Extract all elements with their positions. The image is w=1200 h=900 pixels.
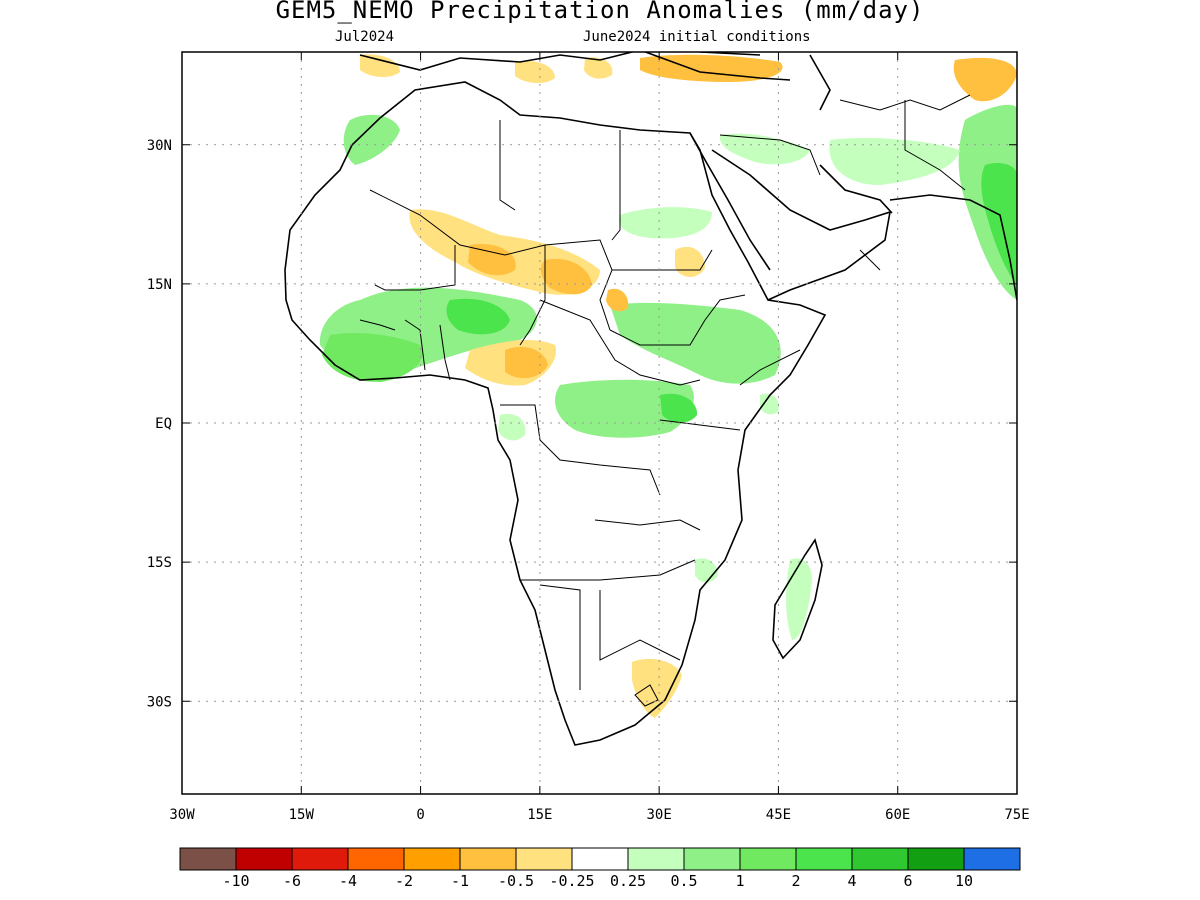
colorbar-label: -0.5 (498, 872, 534, 890)
x-tick-label: 30W (169, 807, 195, 823)
latitude-axis: 30N 15N EQ 15S 30S (147, 138, 1017, 710)
graticule (182, 52, 1017, 794)
guinea-coast-wet (446, 298, 510, 335)
iran-wet (829, 138, 960, 185)
colorbar-swatch (235, 847, 293, 871)
mediterranean-dry (640, 54, 783, 82)
colorbar-swatch (515, 847, 573, 871)
colorbar-swatch (851, 847, 909, 871)
persian-gulf-coast (819, 164, 893, 214)
y-tick-label: EQ (155, 416, 172, 432)
colorbar-swatch (403, 847, 461, 871)
country-border-layer (359, 94, 971, 707)
east-africa-wet (760, 393, 779, 415)
coastline-layer (284, 52, 1017, 746)
congo-basin-wet (660, 393, 698, 423)
colorbar-swatch (963, 847, 1021, 871)
mozambique-wet (695, 558, 718, 583)
colorbar-label: -4 (339, 872, 357, 890)
colorbar-label: -1 (451, 872, 469, 890)
colorbar-label: 0.5 (670, 872, 697, 890)
colorbar-label: 0.25 (610, 872, 646, 890)
x-tick-label: 45E (766, 807, 791, 823)
south-africa-dry (632, 658, 682, 718)
sahara-dry (540, 258, 592, 295)
madagascar-coastline (772, 538, 823, 660)
sahara-dry (468, 244, 516, 276)
x-tick-label: 0 (416, 807, 424, 823)
x-tick-label: 15W (289, 807, 315, 823)
colorbar-swatch (291, 847, 349, 871)
colorbar-swatch (179, 847, 237, 871)
chart-title: GEM5_NEMO Precipitation Anomalies (mm/da… (275, 0, 925, 24)
colorbar-label: 10 (955, 872, 973, 890)
iran-coast (889, 194, 1017, 301)
mediterranean-dry (515, 60, 555, 84)
colorbar-label: -2 (395, 872, 413, 890)
y-tick-label: 30N (147, 138, 172, 154)
forecast-month: Jul2024 (335, 29, 395, 45)
colorbar-swatch (795, 847, 853, 871)
anomaly-field-layer (319, 54, 1017, 718)
north-africa-wet (343, 114, 400, 165)
mediterranean-north (359, 52, 791, 81)
colorbar-swatch (347, 847, 405, 871)
sudan-ethiopia-wet (619, 207, 712, 239)
y-tick-label: 15N (147, 277, 172, 293)
colorbar-swatch (571, 847, 629, 871)
colorbar-swatch (627, 847, 685, 871)
red-sea-coast (689, 132, 771, 271)
congo-basin-wet (498, 413, 526, 441)
longitude-axis: 30W 15W 0 15E 30E 45E 60E 75E (169, 52, 1030, 823)
x-tick-label: 60E (885, 807, 910, 823)
sudan-ethiopia-dry (606, 288, 629, 312)
colorbar-label: 4 (847, 872, 856, 890)
sudan-ethiopia-dry (675, 246, 705, 277)
y-tick-label: 15S (147, 555, 172, 571)
colorbar-label: -10 (222, 872, 249, 890)
colorbar-swatch (683, 847, 741, 871)
colorbar-swatch (907, 847, 965, 871)
colorbar-swatch (459, 847, 517, 871)
middle-east-dry (953, 57, 1017, 102)
arabia-wet (719, 133, 810, 165)
congo-basin-wet (555, 379, 694, 438)
mediterranean-dry (360, 54, 400, 78)
x-tick-label: 15E (527, 807, 552, 823)
initial-conditions-label: June2024 initial conditions (583, 29, 811, 45)
colorbar: -10 -6 -4 -2 -1 -0.5 -0.25 0.25 0.5 1 2 4 6 10 (179, 847, 1021, 890)
sudan-ethiopia-wet (610, 302, 781, 384)
guinea-coast-wet (322, 333, 423, 382)
colorbar-label: 6 (903, 872, 912, 890)
colorbar-label: 2 (791, 872, 800, 890)
colorbar-label: 1 (735, 872, 744, 890)
madagascar-wet (786, 558, 812, 640)
colorbar-label: -6 (283, 872, 301, 890)
nigeria-cameroon-dry (505, 346, 548, 379)
colorbar-label: -0.25 (549, 872, 594, 890)
mediterranean-dry (584, 57, 613, 79)
x-tick-label: 75E (1004, 807, 1029, 823)
arabia-coastline (711, 149, 892, 301)
y-tick-label: 30S (147, 694, 172, 710)
colorbar-swatch (739, 847, 797, 871)
x-tick-label: 30E (646, 807, 671, 823)
africa-coastline (284, 81, 827, 746)
